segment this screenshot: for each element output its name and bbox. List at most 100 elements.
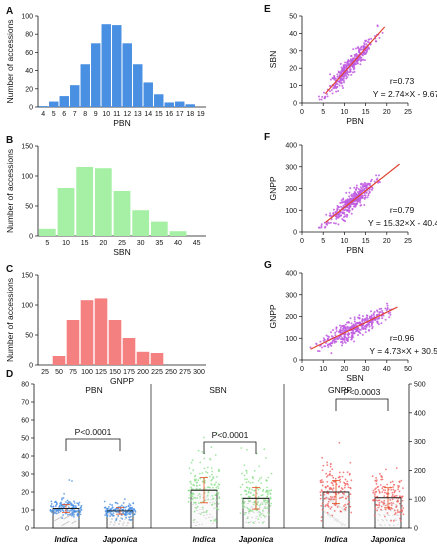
point-f [359, 201, 362, 204]
dot-pbn-indica [67, 506, 70, 509]
bar-hatch-dot [245, 521, 247, 523]
bar-hatch-dot [377, 519, 379, 521]
point-f [337, 223, 340, 226]
dot-sbn-japonica [245, 490, 248, 492]
point-e [363, 59, 366, 62]
bar-hatch-dot [244, 512, 246, 513]
panel-letter-d: D [6, 369, 13, 380]
point-g [334, 331, 337, 334]
dot-pbn-indica [69, 501, 72, 504]
y-tick-label-d-left: 20 [21, 490, 29, 497]
dot-pbn-indica [59, 510, 62, 513]
dot-sbn-indica [210, 479, 213, 482]
dot-gnpp-japonica [376, 495, 379, 498]
bar-a-8 [80, 64, 90, 107]
dot-sbn-japonica [245, 493, 248, 496]
dot-sbn-japonica [261, 494, 264, 496]
x-tick-label-b: 35 [155, 240, 163, 247]
dot-pbn-japonica [127, 508, 130, 511]
dot-sbn-indica [215, 486, 218, 489]
dot-gnpp-indica [339, 481, 342, 483]
dot-pbn-indica [55, 503, 58, 506]
dot-sbn-japonica [266, 499, 269, 502]
bar-a-15 [154, 94, 164, 107]
dot-gnpp-indica [327, 505, 330, 508]
dot-sbn-indica [207, 491, 210, 494]
dot-gnpp-japonica [395, 467, 398, 470]
dot-sbn-indica [191, 495, 194, 498]
dot-sbn-indica [205, 511, 208, 514]
dot-gnpp-japonica [380, 508, 382, 511]
dot-pbn-indica [50, 500, 53, 503]
bar-hatch-dot [383, 514, 385, 516]
dot-sbn-japonica [247, 491, 250, 494]
point-f [333, 222, 336, 225]
point-e [356, 62, 359, 65]
dot-sbn-indica [216, 485, 219, 488]
point-f [346, 201, 349, 204]
point-e [339, 81, 342, 84]
point-g [368, 325, 371, 328]
dot-gnpp-japonica [377, 506, 380, 509]
point-g [346, 338, 349, 341]
point-e [326, 95, 329, 98]
dot-sbn-japonica [249, 509, 252, 511]
point-f [351, 195, 354, 198]
bar-hatch-dot [252, 502, 254, 503]
dot-gnpp-indica [344, 484, 347, 487]
point-g [330, 344, 333, 347]
dot-sbn-japonica [248, 487, 251, 489]
dot-sbn-japonica [246, 517, 249, 520]
bar-hatch-dot [258, 522, 260, 523]
dot-sbn-indica [211, 503, 213, 506]
y-tick-label-d-right: 500 [414, 382, 426, 389]
dot-sbn-indica [205, 509, 208, 512]
dot-gnpp-japonica [392, 502, 395, 505]
x-tick-label-b: 40 [174, 240, 182, 247]
dot-pbn-japonica [132, 514, 134, 517]
point-f [368, 184, 371, 187]
dot-gnpp-indica [329, 463, 332, 466]
point-g [371, 323, 374, 326]
dot-sbn-japonica [270, 502, 273, 505]
bar-hatch-dot [337, 519, 339, 521]
dot-gnpp-indica [338, 475, 341, 478]
dot-sbn-japonica [253, 470, 256, 472]
dot-pbn-indica [78, 518, 80, 520]
dot-gnpp-indica [326, 492, 328, 495]
point-e [376, 25, 379, 28]
dot-pbn-indica [79, 511, 82, 513]
bar-hatch-dot [253, 511, 255, 513]
point-g [347, 331, 350, 334]
bar-hatch-dot [54, 511, 56, 512]
point-e [356, 59, 359, 62]
bar-hatch-dot [66, 516, 68, 518]
dot-sbn-indica [211, 473, 213, 476]
bar-hatch-dot [213, 507, 215, 509]
point-e [346, 70, 349, 73]
x-tick-label-c: 225 [151, 369, 163, 376]
dot-sbn-indica [217, 502, 220, 505]
dot-gnpp-japonica [391, 480, 394, 483]
x-tick-label-f: 20 [383, 238, 391, 245]
dot-sbn-indica [199, 513, 202, 515]
bar-b-15 [76, 167, 94, 236]
dot-gnpp-indica [346, 503, 349, 506]
point-e [365, 50, 368, 53]
bar-hatch-dot [108, 513, 110, 515]
point-f [363, 187, 366, 190]
dot-gnpp-japonica [392, 486, 394, 489]
point-f [355, 199, 358, 202]
bar-hatch-dot [122, 523, 124, 525]
point-f [347, 207, 350, 210]
bar-hatch-dot [110, 520, 112, 522]
dot-sbn-japonica [264, 503, 267, 505]
bar-hatch-dot [65, 522, 67, 524]
dot-gnpp-indica [342, 471, 345, 474]
dot-gnpp-indica [332, 476, 335, 479]
dot-sbn-japonica [262, 499, 265, 501]
dot-pbn-indica [73, 513, 75, 516]
dot-sbn-japonica [266, 486, 268, 489]
bar-hatch-dot [342, 509, 344, 511]
bar-hatch-dot [264, 517, 266, 519]
